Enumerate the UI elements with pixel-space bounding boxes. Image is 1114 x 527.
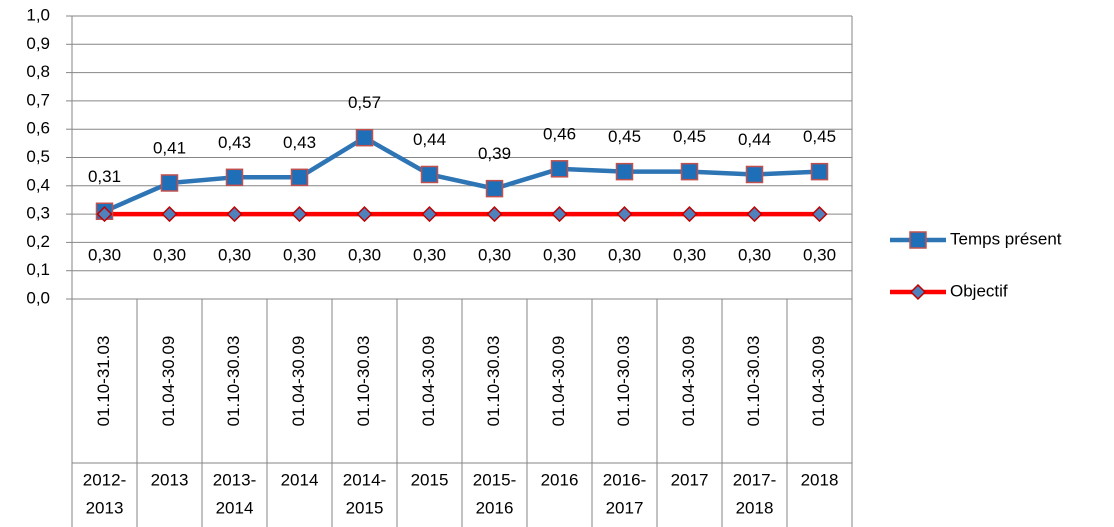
marker — [615, 162, 634, 181]
y-tick-label: 0,4 — [26, 175, 50, 194]
data-label: 0,30 — [673, 246, 706, 265]
x-group-label: 2012- — [83, 470, 126, 489]
data-label: 0,41 — [153, 138, 186, 157]
marker — [550, 160, 569, 178]
x-tick-label: 01.10-30.03 — [744, 336, 763, 427]
marker — [161, 206, 178, 223]
x-tick-label: 01.10-30.03 — [484, 336, 503, 427]
marker — [680, 162, 699, 181]
data-label: 0,30 — [478, 246, 511, 265]
y-tick-label: 0,9 — [26, 34, 50, 53]
data-label: 0,30 — [88, 246, 121, 265]
marker — [226, 206, 243, 223]
marker — [291, 206, 308, 223]
data-label: 0,39 — [478, 144, 511, 163]
x-group-label: 2013 — [86, 498, 124, 517]
marker — [485, 179, 504, 198]
marker — [909, 231, 927, 249]
x-tick-label: 01.10-31.03 — [94, 336, 113, 427]
y-tick-label: 0,6 — [26, 119, 50, 138]
marker — [225, 168, 244, 187]
data-label: 0,30 — [283, 246, 316, 265]
marker — [551, 206, 568, 223]
marker — [290, 168, 309, 187]
x-group-label: 2014- — [343, 470, 386, 489]
x-group-label: 2017 — [606, 498, 644, 517]
data-label: 0,57 — [348, 93, 381, 112]
y-tick-label: 0,3 — [26, 204, 50, 223]
data-label: 0,45 — [803, 127, 836, 146]
marker — [745, 165, 764, 184]
x-group-label: 2016 — [476, 498, 514, 517]
x-tick-label: 01.04-30.09 — [419, 336, 438, 427]
x-tick-label: 01.04-30.09 — [159, 336, 178, 427]
data-label: 0,30 — [543, 246, 576, 265]
marker — [681, 206, 698, 223]
x-tick-label: 01.04-30.09 — [289, 336, 308, 427]
data-label: 0,30 — [218, 246, 251, 265]
x-group-label: 2013 — [151, 470, 189, 489]
data-label: 0,45 — [608, 127, 641, 146]
marker — [810, 162, 829, 181]
x-group-label: 2013- — [213, 470, 256, 489]
y-tick-label: 1,0 — [26, 5, 50, 24]
x-group-label: 2014 — [216, 498, 254, 517]
x-group-label: 2016- — [603, 470, 646, 489]
marker — [909, 283, 927, 301]
y-tick-label: 0,1 — [26, 260, 50, 279]
data-label: 0,30 — [348, 246, 381, 265]
x-group-label: 2018 — [736, 498, 774, 517]
x-group-label: 2017- — [733, 470, 776, 489]
x-group-label: 2014 — [281, 470, 319, 489]
x-tick-label: 01.10-30.03 — [614, 336, 633, 427]
data-label: 0,46 — [543, 124, 576, 143]
marker — [486, 206, 503, 223]
data-label: 0,30 — [413, 246, 446, 265]
x-group-label: 2015- — [473, 470, 516, 489]
x-group-label: 2015 — [346, 498, 384, 517]
y-tick-label: 0,2 — [26, 232, 50, 251]
marker — [420, 165, 439, 184]
x-tick-label: 01.04-30.09 — [549, 336, 568, 427]
x-group-label: 2015 — [411, 470, 449, 489]
x-tick-label: 01.04-30.09 — [679, 336, 698, 427]
marker — [160, 174, 179, 192]
data-label: 0,44 — [738, 130, 771, 149]
marker — [616, 206, 633, 223]
marker — [421, 206, 438, 223]
data-label: 0,30 — [153, 246, 186, 265]
x-tick-label: 01.10-30.03 — [224, 336, 243, 427]
marker — [355, 128, 374, 147]
data-label: 0,43 — [283, 133, 316, 152]
data-label: 0,30 — [803, 246, 836, 265]
x-tick-label: 01.10-30.03 — [354, 336, 373, 427]
y-tick-label: 0,0 — [26, 288, 50, 307]
data-label: 0,30 — [738, 246, 771, 265]
marker — [811, 206, 828, 223]
data-label: 0,31 — [88, 167, 121, 186]
data-label: 0,45 — [673, 127, 706, 146]
marker — [356, 206, 373, 223]
series-line — [103, 135, 820, 214]
legend-label: Temps présent — [950, 229, 1062, 248]
marker — [96, 206, 113, 223]
data-label: 0,30 — [608, 246, 641, 265]
x-group-label: 2018 — [801, 470, 839, 489]
x-group-label: 2016 — [541, 470, 579, 489]
x-tick-label: 01.04-30.09 — [809, 336, 828, 427]
y-tick-label: 0,5 — [26, 147, 50, 166]
data-label: 0,43 — [218, 133, 251, 152]
y-tick-label: 0,8 — [26, 62, 50, 81]
data-label: 0,44 — [413, 130, 446, 149]
legend-label: Objectif — [950, 281, 1008, 300]
marker — [746, 206, 763, 223]
x-group-label: 2017 — [671, 470, 709, 489]
y-tick-label: 0,7 — [26, 90, 50, 109]
